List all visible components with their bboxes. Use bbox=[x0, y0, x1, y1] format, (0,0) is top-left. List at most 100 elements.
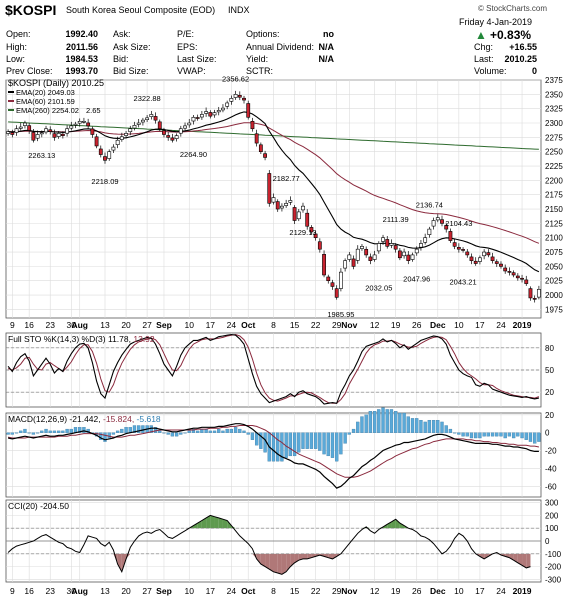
candle-body bbox=[174, 135, 179, 139]
y-tick-label: 2325 bbox=[545, 105, 563, 114]
candle-body bbox=[515, 275, 520, 279]
macd-histogram-bar bbox=[368, 411, 373, 433]
y-tick-label: 2375 bbox=[545, 76, 563, 85]
candle-body bbox=[258, 144, 263, 152]
x-tick-label: 30 bbox=[67, 320, 77, 330]
macd-histogram-bar bbox=[465, 432, 469, 437]
sto-panel: 20 50 80 Full STO %K(14,3) %D(3) 11.78, 13.… bbox=[5, 332, 554, 408]
candle-body bbox=[452, 242, 457, 247]
price-annotation: 2263.13 bbox=[28, 151, 55, 160]
macd-histogram-bar bbox=[174, 432, 179, 437]
last-value: 2010.25 bbox=[504, 54, 537, 64]
ask-size-label: Ask Size: bbox=[113, 42, 151, 52]
candle-body bbox=[195, 117, 200, 119]
cci-oversold-fill bbox=[265, 553, 270, 570]
macd-histogram-bar bbox=[385, 409, 389, 433]
candle-body bbox=[280, 205, 284, 209]
candle-body bbox=[263, 153, 267, 158]
vwap-label: VWAP: bbox=[177, 66, 206, 76]
macd-histogram-bar bbox=[61, 430, 65, 433]
macd-histogram-bar bbox=[191, 428, 196, 433]
macd-panel-title: MACD(12,26,9) -21.442, -15.824, -5.618 bbox=[8, 414, 161, 424]
up-triangle-icon: ▲ bbox=[475, 28, 487, 42]
x-tick-label: 20 bbox=[121, 320, 131, 330]
y-tick-label: 2100 bbox=[545, 234, 563, 243]
open-value: 1992.40 bbox=[65, 29, 98, 39]
macd-histogram-bar bbox=[309, 432, 314, 449]
macd-histogram-bar bbox=[322, 432, 326, 455]
candle-body bbox=[343, 260, 348, 269]
candle-body bbox=[229, 98, 234, 102]
x-tick-label: Dec bbox=[430, 586, 446, 596]
cci-oversold-fill bbox=[522, 553, 527, 568]
macd-histogram-bar bbox=[86, 428, 90, 433]
x-tick-label: 13 bbox=[100, 586, 110, 596]
cci-oversold-fill bbox=[298, 553, 303, 561]
price-annotation: 2032.05 bbox=[365, 284, 392, 293]
candle-body bbox=[86, 122, 91, 127]
macd-line bbox=[7, 423, 539, 489]
y-tick-label: 200 bbox=[545, 511, 559, 520]
candle-body bbox=[305, 212, 310, 227]
candle-body bbox=[237, 95, 242, 98]
x-tick-label: 12 bbox=[370, 586, 380, 596]
macd-histogram-bar bbox=[419, 419, 423, 433]
candle-body bbox=[410, 254, 415, 260]
y-tick-label: 2025 bbox=[545, 277, 563, 286]
candle-body bbox=[503, 267, 508, 272]
macd-histogram-bar bbox=[335, 432, 339, 462]
candle-body bbox=[296, 211, 301, 220]
x-tick-label: 17 bbox=[475, 586, 485, 596]
macd-histogram-bar bbox=[48, 430, 52, 433]
x-tick-label: 13 bbox=[100, 320, 110, 330]
watermark: © StockCharts.com bbox=[478, 4, 548, 13]
macd-histogram-bar bbox=[423, 421, 427, 433]
candle-body bbox=[242, 97, 246, 101]
macd-histogram-bar bbox=[292, 432, 297, 457]
candle-body bbox=[376, 243, 381, 252]
candle-body bbox=[456, 247, 461, 250]
candle-body bbox=[448, 231, 453, 241]
high-value: 2011.56 bbox=[65, 42, 98, 52]
y-tick-label: 2050 bbox=[545, 262, 563, 271]
candle-body bbox=[271, 197, 276, 203]
macd-histogram-bar bbox=[448, 428, 453, 433]
candle-body bbox=[330, 282, 335, 287]
macd-histogram-bar bbox=[486, 432, 490, 437]
x-tick-label: 12 bbox=[370, 320, 380, 330]
candle-body bbox=[145, 117, 150, 120]
candle-body bbox=[469, 256, 474, 261]
candle-body bbox=[473, 260, 478, 264]
cci-oversold-fill bbox=[277, 553, 282, 575]
macd-histogram-bar bbox=[52, 430, 57, 433]
last-size-label: Last Size: bbox=[177, 54, 217, 64]
volume-value: 0 bbox=[531, 66, 537, 76]
macd-histogram-bar bbox=[217, 428, 221, 433]
macd-histogram-bar bbox=[229, 428, 234, 433]
candle-body bbox=[372, 254, 377, 260]
volume-label: Volume: bbox=[474, 66, 507, 76]
symbol[interactable]: $KOSPI bbox=[5, 2, 57, 18]
macd-histogram-bar bbox=[326, 432, 330, 457]
candle-body bbox=[486, 252, 491, 256]
sto-d-value: 13.92 bbox=[133, 334, 155, 344]
cci-oversold-fill bbox=[302, 553, 308, 559]
cci-oversold-fill bbox=[484, 553, 489, 559]
y-tick-label: -100 bbox=[545, 550, 562, 559]
x-tick-label: 10 bbox=[454, 320, 464, 330]
macd-histogram-bar bbox=[57, 430, 61, 433]
cci-oversold-fill bbox=[517, 553, 523, 566]
candle-body bbox=[31, 132, 36, 141]
macd-histogram-bar bbox=[19, 430, 23, 433]
security-name: South Korea Seoul Composite (EOD) bbox=[66, 5, 216, 15]
candle-body bbox=[246, 103, 251, 118]
macd-histogram-bar bbox=[120, 428, 124, 433]
legend-entry: EMA(60) 2101.59 bbox=[16, 97, 75, 106]
macd-panel: -60 -40 -20 0 20 MACD(12,26,9) -21.442, -15.8… bbox=[5, 407, 557, 498]
y-tick-label: 300 bbox=[545, 499, 559, 508]
candle-body bbox=[183, 125, 187, 129]
macd-histogram-bar bbox=[469, 432, 474, 439]
candle-body bbox=[60, 133, 65, 136]
macd-signal-line bbox=[7, 425, 540, 478]
